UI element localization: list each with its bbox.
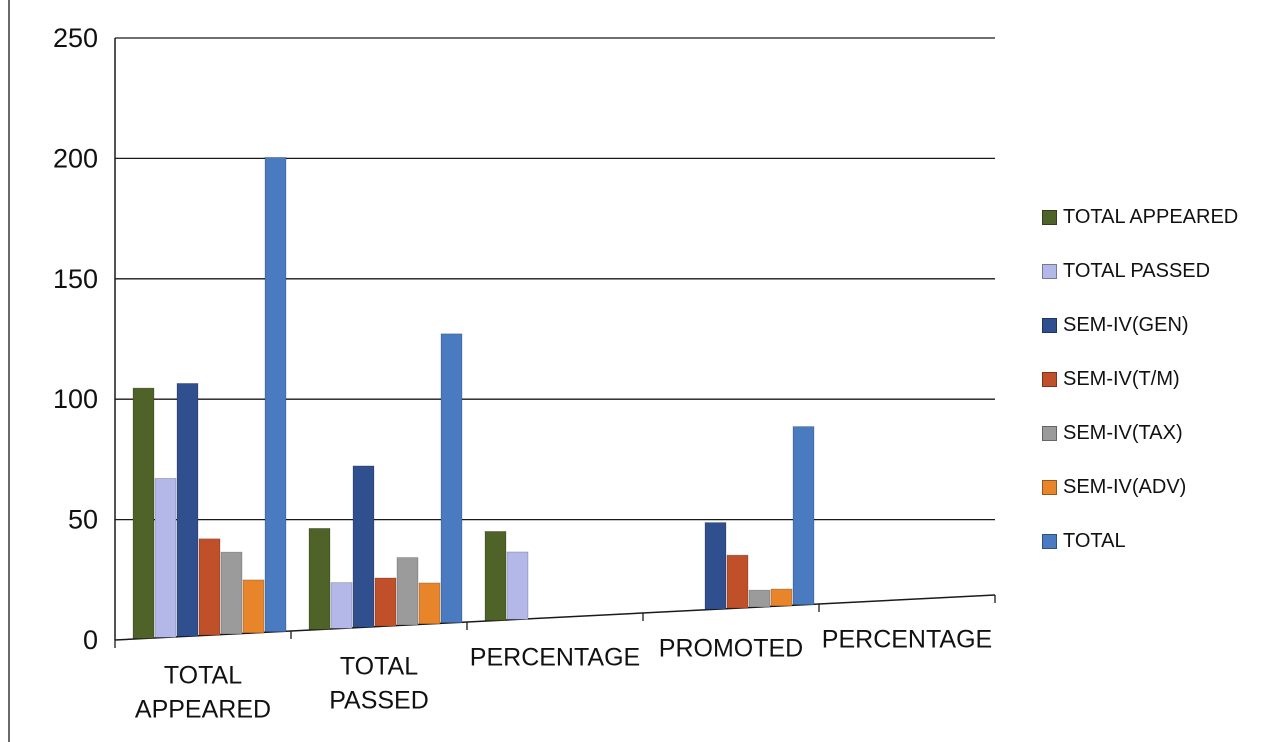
bar xyxy=(418,582,441,625)
legend-item: TOTAL PASSED xyxy=(1042,244,1238,298)
legend-swatch xyxy=(1042,263,1057,279)
legend-label: TOTAL xyxy=(1063,529,1126,552)
legend-swatch xyxy=(1042,317,1057,333)
axis-labels: 0 50 100 150 200 250 TOTAL APPEARED TOTAL PASSED P… xyxy=(53,23,992,724)
legend-swatch xyxy=(1042,209,1057,225)
legend-label: TOTAL PASSED xyxy=(1063,259,1211,282)
x-category-label: PROMOTED xyxy=(659,635,803,663)
bar xyxy=(506,551,529,620)
legend-swatch xyxy=(1042,533,1057,549)
legend-item: TOTAL APPEARED xyxy=(1042,190,1238,244)
bar xyxy=(176,383,199,637)
bar xyxy=(132,387,155,639)
legend-label: SEM-IV(T/M) xyxy=(1063,367,1180,390)
x-category-label: TOTAL APPEARED xyxy=(135,662,271,724)
legend-swatch xyxy=(1042,479,1057,495)
axes xyxy=(114,38,996,648)
legend-swatch xyxy=(1042,371,1057,387)
y-tick-label: 200 xyxy=(53,143,98,173)
bar xyxy=(198,538,221,636)
legend-swatch xyxy=(1042,425,1057,441)
bar xyxy=(308,527,331,630)
page-edge xyxy=(8,0,10,742)
x-category-label: TOTAL PASSED xyxy=(329,653,429,715)
bar xyxy=(770,588,793,607)
legend-label: SEM-IV(ADV) xyxy=(1063,475,1187,498)
bar xyxy=(264,156,287,633)
legend: TOTAL APPEARED TOTAL PASSED SEM-IV(GEN) SEM… xyxy=(1042,190,1238,568)
y-tick-label: 100 xyxy=(53,384,98,414)
bars xyxy=(132,156,815,639)
legend-label: SEM-IV(GEN) xyxy=(1063,313,1189,336)
y-tick-label: 0 xyxy=(83,625,98,655)
bar xyxy=(374,577,397,627)
legend-label: TOTAL APPEARED xyxy=(1063,205,1239,228)
bar xyxy=(396,557,419,626)
bar xyxy=(440,333,463,624)
bar xyxy=(352,465,375,628)
bar xyxy=(748,589,771,608)
legend-item: SEM-IV(GEN) xyxy=(1042,298,1238,352)
bar xyxy=(330,582,353,629)
x-category-label: PERCENTAGE xyxy=(470,644,640,672)
y-tick-label: 150 xyxy=(53,264,98,294)
bar xyxy=(726,554,749,609)
x-category-label: PERCENTAGE xyxy=(822,626,992,654)
bar xyxy=(792,426,815,606)
legend-item: SEM-IV(T/M) xyxy=(1042,352,1238,406)
bar xyxy=(220,551,243,635)
legend-item: SEM-IV(ADV) xyxy=(1042,460,1238,514)
legend-label: SEM-IV(TAX) xyxy=(1063,421,1183,444)
legend-item: TOTAL xyxy=(1042,514,1238,568)
bar xyxy=(242,579,265,634)
gridlines xyxy=(115,37,995,521)
legend-item: SEM-IV(TAX) xyxy=(1042,406,1238,460)
bar xyxy=(484,531,507,621)
y-tick-label: 250 xyxy=(53,23,98,53)
bar xyxy=(154,478,177,638)
bar xyxy=(704,522,727,610)
y-tick-label: 50 xyxy=(68,505,98,535)
